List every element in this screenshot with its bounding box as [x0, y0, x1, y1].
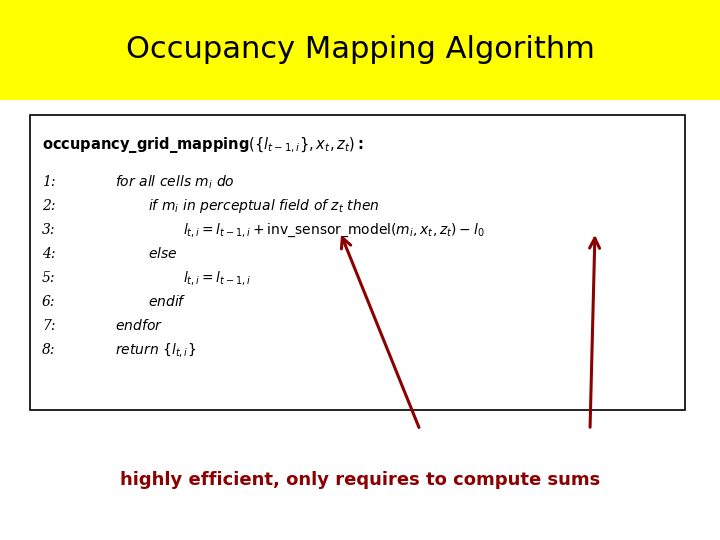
- Text: 3:: 3:: [42, 223, 55, 237]
- Text: $l_{t,i} = l_{t-1,i}$: $l_{t,i} = l_{t-1,i}$: [183, 269, 251, 287]
- Text: $\it{else}$: $\it{else}$: [148, 246, 178, 261]
- Bar: [30, 115, 685, 410]
- Text: 8:: 8:: [42, 343, 55, 357]
- Text: 4:: 4:: [42, 247, 55, 261]
- Text: highly efficient, only requires to compute sums: highly efficient, only requires to compu…: [120, 471, 600, 489]
- Text: $\it{endfor}$: $\it{endfor}$: [115, 319, 163, 334]
- Text: $\it{if\ } m_i \it{\ in\ perceptual\ field\ of\ } z_t \it{\ then}$: $\it{if\ } m_i \it{\ in\ perceptual\ fie…: [148, 197, 379, 215]
- Text: 2:: 2:: [42, 199, 55, 213]
- Text: 6:: 6:: [42, 295, 55, 309]
- Text: 5:: 5:: [42, 271, 55, 285]
- Text: 7:: 7:: [42, 319, 55, 333]
- Bar: [0, 0, 720, 100]
- Text: $\it{return\ }\{l_{t,i}\}$: $\it{return\ }\{l_{t,i}\}$: [115, 341, 196, 359]
- Text: $\it{for\ all\ cells\ } m_i \it{\ do}$: $\it{for\ all\ cells\ } m_i \it{\ do}$: [115, 173, 235, 191]
- Text: $l_{t,i} = l_{t-1,i} + \mathrm{inv\_sensor\_model}(m_i, x_t, z_t) - l_0$: $l_{t,i} = l_{t-1,i} + \mathrm{inv\_sens…: [183, 221, 485, 239]
- Text: $\it{endif}$: $\it{endif}$: [148, 294, 186, 309]
- Text: $\mathbf{occupancy\_grid\_mapping}$$(\{l_{t-1,i}\}, x_t, z_t)$$\mathbf{:}$: $\mathbf{occupancy\_grid\_mapping}$$(\{l…: [42, 135, 364, 155]
- Text: Occupancy Mapping Algorithm: Occupancy Mapping Algorithm: [125, 36, 595, 64]
- Text: 1:: 1:: [42, 175, 55, 189]
